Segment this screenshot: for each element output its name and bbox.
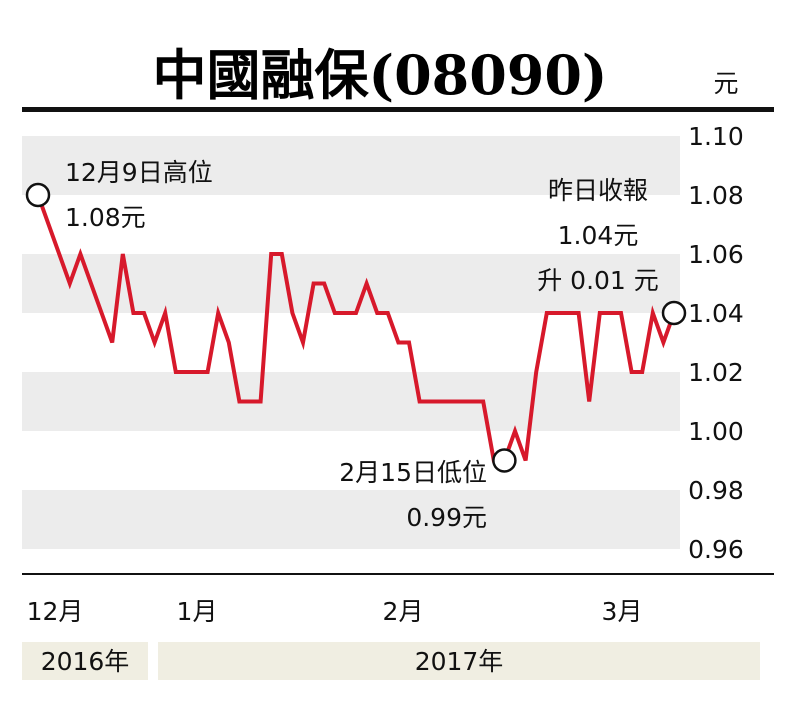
grid-bands	[22, 136, 680, 549]
marker-point	[25, 182, 51, 208]
price-line	[36, 194, 676, 463]
marker-point	[492, 448, 517, 473]
chart-title: 中國融保(08090)	[153, 43, 608, 107]
annotation-label: 2月15日低位	[339, 458, 487, 487]
y-tick-label: 1.08	[688, 181, 744, 210]
bottom-rule	[22, 573, 774, 575]
series-layer	[36, 194, 676, 463]
y-tick-label: 1.06	[688, 240, 744, 269]
year-bands: 2016年 2017年	[22, 642, 760, 680]
annotation-label: 0.99元	[406, 503, 487, 532]
y-axis-ticks: 1.10 1.08 1.06 1.04 1.02 1.00 0.98 0.96	[688, 122, 744, 564]
x-month-label: 2月	[383, 597, 424, 626]
annotation-label: 12月9日高位	[65, 158, 213, 187]
grid-band	[22, 490, 680, 549]
annotation-label: 昨日收報	[548, 176, 648, 205]
y-tick-label: 1.04	[688, 299, 744, 328]
y-tick-label: 0.98	[688, 476, 744, 505]
year-label: 2017年	[415, 647, 504, 676]
x-month-label: 1月	[177, 597, 218, 626]
grid-band	[22, 136, 680, 195]
marker-point	[661, 300, 687, 326]
unit-label: 元	[713, 69, 738, 98]
x-month-label: 3月	[602, 597, 643, 626]
x-month-label: 12月	[27, 597, 84, 626]
top-rule	[22, 107, 774, 112]
year-band	[22, 642, 148, 680]
annotation-label: 升 0.01 元	[537, 266, 659, 295]
annotation-label: 1.08元	[65, 203, 146, 232]
x-axis-month-labels: 12月 1月 2月 3月	[27, 597, 643, 626]
annotation-label: 1.04元	[558, 221, 639, 250]
grid-band	[22, 372, 680, 431]
year-band	[158, 642, 760, 680]
y-tick-label: 0.96	[688, 535, 744, 564]
y-tick-label: 1.00	[688, 417, 744, 446]
y-tick-label: 1.10	[688, 122, 744, 151]
y-tick-label: 1.02	[688, 358, 744, 387]
year-label: 2016年	[41, 647, 130, 676]
